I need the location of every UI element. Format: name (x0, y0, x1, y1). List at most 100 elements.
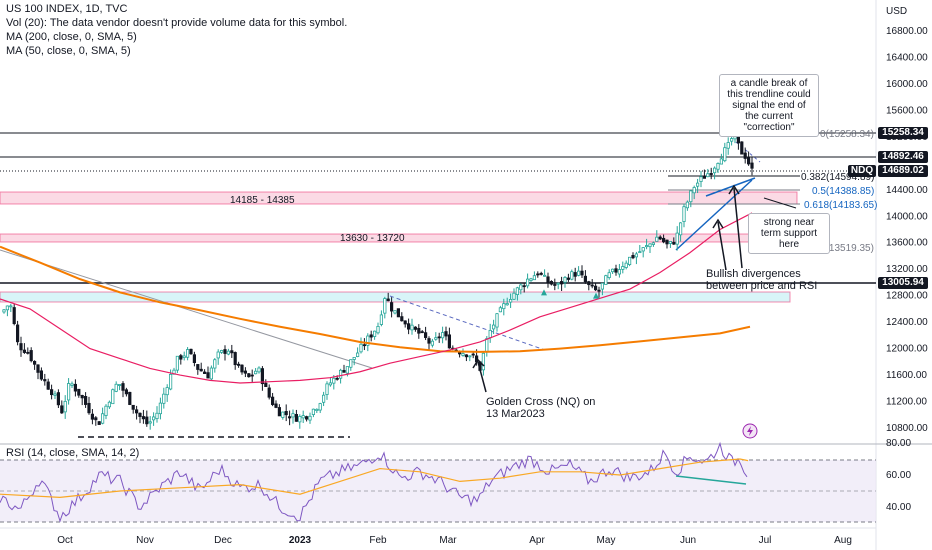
candle-body-102 (349, 359, 353, 368)
candle-body-137 (468, 355, 472, 358)
candle-body-194 (662, 237, 666, 243)
candle-body-183 (624, 262, 628, 268)
candle-body-72 (247, 373, 251, 378)
candle-body-181 (617, 269, 622, 275)
candle-body-108 (369, 334, 373, 338)
rising-trendline-1[interactable] (675, 179, 753, 251)
candle-body-141 (481, 352, 486, 371)
candle-body-51 (175, 355, 179, 371)
candle-body-170 (580, 270, 584, 276)
candle-body-167 (570, 271, 574, 280)
candle-body-172 (587, 281, 591, 286)
candle-body-125 (427, 338, 431, 344)
short-dashed-trendline[interactable] (735, 141, 761, 163)
candle-body-96 (328, 382, 333, 386)
rising-trendline-2[interactable] (705, 177, 756, 197)
candle-body-64 (219, 350, 224, 353)
candle-body-185 (631, 255, 635, 259)
candle-body-47 (162, 393, 166, 404)
time-tick-3: 2023 (289, 535, 312, 546)
candle-body-40 (138, 412, 142, 417)
candle-body-88 (301, 415, 305, 419)
candle-body-68 (233, 352, 237, 366)
price-tick-13: 11200.00 (886, 397, 927, 408)
long-trendline[interactable] (0, 249, 373, 369)
candle-body-32 (111, 389, 115, 405)
candle-body-26 (90, 413, 94, 420)
candle-body-66 (226, 350, 230, 355)
candle-body-25 (87, 402, 91, 414)
candle-body-49 (168, 374, 173, 390)
price-tick-12: 11600.00 (886, 370, 927, 381)
candle-body-85 (291, 413, 295, 418)
time-axis[interactable]: Oct Nov Dec 2023 Feb Mar Apr May Jun Jul Aug (57, 535, 852, 546)
candle-body-87 (298, 416, 302, 423)
time-tick-10: Aug (834, 535, 852, 546)
candle-body-220 (750, 162, 754, 169)
candle-body-113 (386, 298, 390, 302)
descending-dashed-line[interactable] (389, 295, 546, 351)
candle-body-163 (556, 282, 560, 285)
candle-body-22 (77, 388, 81, 396)
candle-body-61 (209, 367, 213, 380)
candle-body-7 (26, 351, 30, 354)
candle-body-0 (2, 309, 6, 313)
candle-body-114 (389, 302, 394, 312)
candle-body-214 (730, 138, 734, 142)
candle-body-117 (400, 316, 404, 322)
candle-body-38 (131, 404, 135, 410)
zone-blue (0, 291, 791, 303)
candle-body-105 (359, 343, 363, 353)
candle-body-149 (508, 299, 513, 303)
ma200-line[interactable] (0, 245, 751, 353)
fib-1-label: 1(13519.35) (820, 243, 874, 254)
candle-body-166 (566, 277, 571, 280)
candle-body-33 (114, 383, 118, 392)
event-icon[interactable] (742, 423, 758, 439)
candle-body-89 (304, 416, 309, 420)
candle-body-75 (257, 367, 261, 373)
candle-body-122 (417, 327, 421, 334)
candle-body-83 (284, 411, 288, 416)
candle-body-195 (665, 239, 669, 245)
rsi-ma-line[interactable] (0, 458, 749, 499)
candle-body-184 (628, 256, 632, 265)
candle-body-208 (709, 173, 713, 175)
candle-body-175 (597, 289, 601, 292)
time-tick-0: Oct (57, 535, 73, 546)
candle-body-165 (563, 276, 567, 283)
candle-body-203 (692, 187, 696, 194)
candle-body-218 (743, 152, 747, 159)
candle-body-173 (590, 284, 594, 287)
rsi-axis[interactable]: 80.00 60.00 40.00 (886, 438, 911, 513)
candle-body-77 (264, 382, 268, 387)
candle-body-188 (641, 247, 645, 252)
price-tick-0: 16800.00 (886, 26, 928, 37)
zone-lower-label: 13630 - 13720 (340, 233, 405, 244)
candle-body-111 (379, 314, 384, 325)
price-tick-1: 16400.00 (886, 52, 928, 63)
candle-body-15 (53, 393, 57, 396)
candle-body-18 (63, 400, 67, 413)
candle-body-52 (179, 355, 183, 360)
candle-body-34 (118, 384, 122, 386)
candle-body-206 (702, 176, 707, 179)
candle-body-45 (155, 412, 159, 420)
candle-body-79 (270, 396, 275, 405)
candle-body-42 (145, 416, 149, 425)
ma50-line[interactable] (0, 212, 753, 384)
candle-body-131 (447, 334, 452, 349)
candle-body-55 (189, 348, 193, 355)
rsi-tick-1: 60.00 (886, 470, 911, 481)
price-axis[interactable]: USD 16800.0016400.0016000.0015600.001520… (886, 6, 928, 434)
time-tick-7: May (597, 535, 616, 546)
candle-body-63 (216, 351, 220, 359)
candle-body-138 (471, 353, 475, 356)
candle-body-199 (679, 222, 683, 236)
trendline-callout: a candle break of this trendline could s… (719, 74, 819, 137)
candle-body-191 (651, 242, 656, 245)
candle-body-169 (577, 270, 581, 276)
candle-body-9 (33, 360, 37, 365)
fib-5-label: 0.5(14388.85) (812, 186, 874, 197)
